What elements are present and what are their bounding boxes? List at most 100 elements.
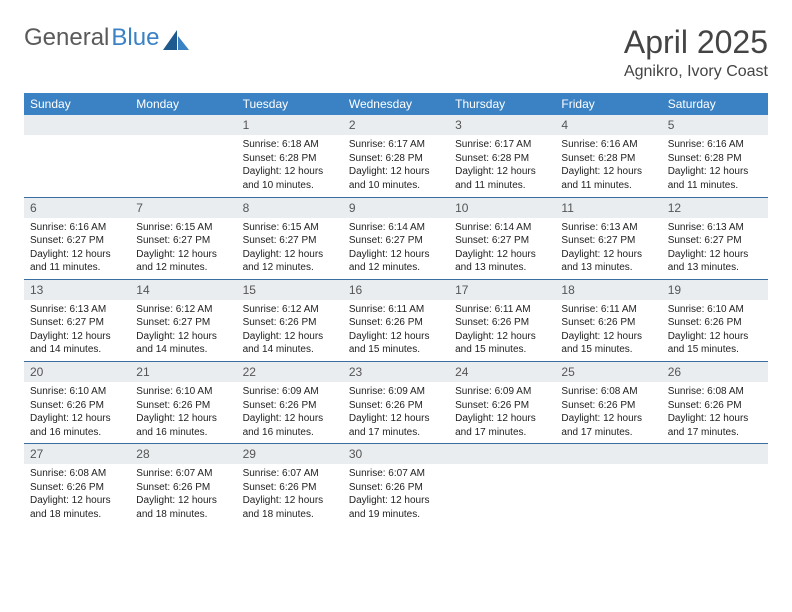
day-body: Sunrise: 6:16 AMSunset: 6:27 PMDaylight:…	[24, 218, 130, 279]
day-body: Sunrise: 6:08 AMSunset: 6:26 PMDaylight:…	[24, 464, 130, 525]
daylight-line: Daylight: 12 hours and 17 minutes.	[668, 412, 762, 439]
sunrise-line: Sunrise: 6:09 AM	[455, 385, 549, 399]
daylight-line: Daylight: 12 hours and 14 minutes.	[243, 330, 337, 357]
calendar-empty-cell	[24, 115, 130, 197]
calendar-day-cell: 6Sunrise: 6:16 AMSunset: 6:27 PMDaylight…	[24, 197, 130, 279]
sunrise-line: Sunrise: 6:09 AM	[349, 385, 443, 399]
sunset-line: Sunset: 6:26 PM	[30, 481, 124, 495]
sunrise-line: Sunrise: 6:14 AM	[455, 221, 549, 235]
day-number: 25	[555, 362, 661, 382]
daylight-line: Daylight: 12 hours and 19 minutes.	[349, 494, 443, 521]
daylight-line: Daylight: 12 hours and 11 minutes.	[668, 165, 762, 192]
daylight-line: Daylight: 12 hours and 10 minutes.	[349, 165, 443, 192]
month-title: April 2025	[624, 24, 768, 61]
calendar-day-cell: 10Sunrise: 6:14 AMSunset: 6:27 PMDayligh…	[449, 197, 555, 279]
sunrise-line: Sunrise: 6:16 AM	[668, 138, 762, 152]
calendar-header-row: SundayMondayTuesdayWednesdayThursdayFrid…	[24, 93, 768, 115]
calendar-day-cell: 14Sunrise: 6:12 AMSunset: 6:27 PMDayligh…	[130, 279, 236, 361]
calendar-day-cell: 15Sunrise: 6:12 AMSunset: 6:26 PMDayligh…	[237, 279, 343, 361]
daylight-line: Daylight: 12 hours and 14 minutes.	[136, 330, 230, 357]
day-body: Sunrise: 6:11 AMSunset: 6:26 PMDaylight:…	[555, 300, 661, 361]
sunrise-line: Sunrise: 6:13 AM	[668, 221, 762, 235]
sunset-line: Sunset: 6:27 PM	[30, 316, 124, 330]
day-body: Sunrise: 6:10 AMSunset: 6:26 PMDaylight:…	[24, 382, 130, 443]
sunset-line: Sunset: 6:28 PM	[668, 152, 762, 166]
sunrise-line: Sunrise: 6:08 AM	[561, 385, 655, 399]
sunrise-line: Sunrise: 6:10 AM	[136, 385, 230, 399]
sunrise-line: Sunrise: 6:14 AM	[349, 221, 443, 235]
calendar-week-row: 20Sunrise: 6:10 AMSunset: 6:26 PMDayligh…	[24, 361, 768, 443]
sunset-line: Sunset: 6:26 PM	[136, 399, 230, 413]
day-body: Sunrise: 6:18 AMSunset: 6:28 PMDaylight:…	[237, 135, 343, 196]
sunrise-line: Sunrise: 6:12 AM	[136, 303, 230, 317]
calendar-day-cell: 23Sunrise: 6:09 AMSunset: 6:26 PMDayligh…	[343, 361, 449, 443]
daylight-line: Daylight: 12 hours and 15 minutes.	[349, 330, 443, 357]
calendar-day-cell: 29Sunrise: 6:07 AMSunset: 6:26 PMDayligh…	[237, 444, 343, 526]
sunset-line: Sunset: 6:27 PM	[561, 234, 655, 248]
calendar-day-cell: 24Sunrise: 6:09 AMSunset: 6:26 PMDayligh…	[449, 361, 555, 443]
daylight-line: Daylight: 12 hours and 10 minutes.	[243, 165, 337, 192]
weekday-header: Saturday	[662, 93, 768, 115]
day-number: 5	[662, 115, 768, 135]
day-body: Sunrise: 6:07 AMSunset: 6:26 PMDaylight:…	[130, 464, 236, 525]
day-number: 9	[343, 198, 449, 218]
calendar-day-cell: 12Sunrise: 6:13 AMSunset: 6:27 PMDayligh…	[662, 197, 768, 279]
logo-text-blue: Blue	[111, 24, 159, 52]
sunset-line: Sunset: 6:26 PM	[243, 399, 337, 413]
calendar-day-cell: 21Sunrise: 6:10 AMSunset: 6:26 PMDayligh…	[130, 361, 236, 443]
daylight-line: Daylight: 12 hours and 11 minutes.	[30, 248, 124, 275]
sunrise-line: Sunrise: 6:15 AM	[136, 221, 230, 235]
calendar-week-row: 13Sunrise: 6:13 AMSunset: 6:27 PMDayligh…	[24, 279, 768, 361]
day-number: 10	[449, 198, 555, 218]
day-number: 26	[662, 362, 768, 382]
day-number: 30	[343, 444, 449, 464]
sunset-line: Sunset: 6:26 PM	[349, 399, 443, 413]
calendar-day-cell: 7Sunrise: 6:15 AMSunset: 6:27 PMDaylight…	[130, 197, 236, 279]
calendar-day-cell: 16Sunrise: 6:11 AMSunset: 6:26 PMDayligh…	[343, 279, 449, 361]
calendar-body: 1Sunrise: 6:18 AMSunset: 6:28 PMDaylight…	[24, 115, 768, 526]
sunset-line: Sunset: 6:28 PM	[455, 152, 549, 166]
day-body: Sunrise: 6:14 AMSunset: 6:27 PMDaylight:…	[449, 218, 555, 279]
sunset-line: Sunset: 6:28 PM	[243, 152, 337, 166]
sunrise-line: Sunrise: 6:07 AM	[136, 467, 230, 481]
day-body: Sunrise: 6:08 AMSunset: 6:26 PMDaylight:…	[555, 382, 661, 443]
daylight-line: Daylight: 12 hours and 14 minutes.	[30, 330, 124, 357]
day-number: 14	[130, 280, 236, 300]
day-body: Sunrise: 6:13 AMSunset: 6:27 PMDaylight:…	[662, 218, 768, 279]
sunrise-line: Sunrise: 6:08 AM	[668, 385, 762, 399]
day-body: Sunrise: 6:08 AMSunset: 6:26 PMDaylight:…	[662, 382, 768, 443]
day-number: 16	[343, 280, 449, 300]
weekday-header: Sunday	[24, 93, 130, 115]
day-number: 28	[130, 444, 236, 464]
calendar-day-cell: 8Sunrise: 6:15 AMSunset: 6:27 PMDaylight…	[237, 197, 343, 279]
sunset-line: Sunset: 6:27 PM	[243, 234, 337, 248]
day-body: Sunrise: 6:09 AMSunset: 6:26 PMDaylight:…	[449, 382, 555, 443]
weekday-header: Tuesday	[237, 93, 343, 115]
daylight-line: Daylight: 12 hours and 12 minutes.	[136, 248, 230, 275]
calendar-day-cell: 25Sunrise: 6:08 AMSunset: 6:26 PMDayligh…	[555, 361, 661, 443]
day-number: 19	[662, 280, 768, 300]
day-body: Sunrise: 6:09 AMSunset: 6:26 PMDaylight:…	[343, 382, 449, 443]
calendar-week-row: 27Sunrise: 6:08 AMSunset: 6:26 PMDayligh…	[24, 444, 768, 526]
day-body: Sunrise: 6:17 AMSunset: 6:28 PMDaylight:…	[449, 135, 555, 196]
logo: GeneralBlue	[24, 24, 189, 52]
sunrise-line: Sunrise: 6:08 AM	[30, 467, 124, 481]
day-number: 13	[24, 280, 130, 300]
day-number: 20	[24, 362, 130, 382]
sunset-line: Sunset: 6:26 PM	[561, 399, 655, 413]
calendar-empty-cell	[130, 115, 236, 197]
sunrise-line: Sunrise: 6:17 AM	[349, 138, 443, 152]
sunset-line: Sunset: 6:26 PM	[561, 316, 655, 330]
sunrise-line: Sunrise: 6:11 AM	[349, 303, 443, 317]
sunset-line: Sunset: 6:27 PM	[668, 234, 762, 248]
calendar-day-cell: 18Sunrise: 6:11 AMSunset: 6:26 PMDayligh…	[555, 279, 661, 361]
day-number: 17	[449, 280, 555, 300]
calendar-day-cell: 3Sunrise: 6:17 AMSunset: 6:28 PMDaylight…	[449, 115, 555, 197]
calendar-empty-cell	[449, 444, 555, 526]
sunset-line: Sunset: 6:27 PM	[30, 234, 124, 248]
daylight-line: Daylight: 12 hours and 16 minutes.	[30, 412, 124, 439]
day-number: 24	[449, 362, 555, 382]
header: GeneralBlue April 2025 Agnikro, Ivory Co…	[24, 24, 768, 81]
calendar-table: SundayMondayTuesdayWednesdayThursdayFrid…	[24, 93, 768, 526]
daylight-line: Daylight: 12 hours and 11 minutes.	[561, 165, 655, 192]
